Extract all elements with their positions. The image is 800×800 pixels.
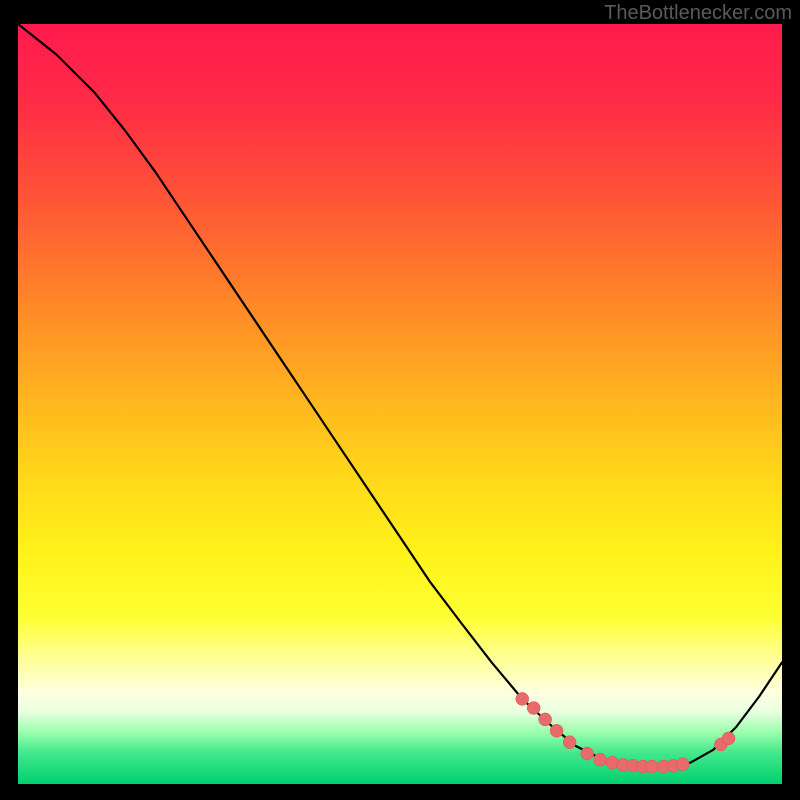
- data-point-marker: [563, 736, 576, 749]
- chart-curve-layer: [18, 24, 782, 784]
- data-point-marker: [722, 732, 735, 745]
- chart-plot-area: [18, 24, 782, 784]
- data-point-marker: [550, 724, 563, 737]
- marker-group: [516, 692, 735, 773]
- data-point-marker: [676, 758, 689, 771]
- data-point-marker: [646, 760, 659, 773]
- data-point-marker: [527, 702, 540, 715]
- data-point-marker: [594, 753, 607, 766]
- data-point-marker: [581, 747, 594, 760]
- bottleneck-curve: [18, 24, 782, 767]
- data-point-marker: [516, 692, 529, 705]
- data-point-marker: [539, 713, 552, 726]
- watermark-text: TheBottlenecker.com: [604, 2, 792, 25]
